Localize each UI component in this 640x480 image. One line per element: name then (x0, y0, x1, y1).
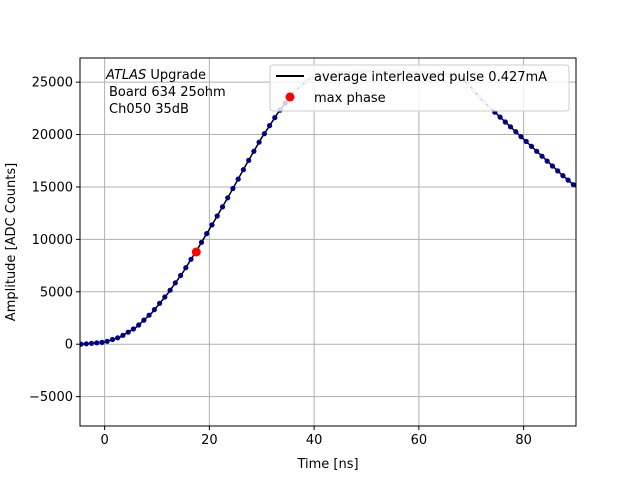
pulse-point (178, 272, 184, 279)
pulse-point (157, 300, 163, 306)
y-tick-label: 5000 (40, 285, 73, 300)
pulse-point (120, 332, 126, 338)
x-tick-label: 0 (100, 433, 108, 448)
pulse-point (99, 339, 105, 345)
pulse-point (219, 204, 226, 210)
pulse-point (109, 336, 116, 343)
pulse-point (230, 185, 236, 192)
pulse-point (151, 307, 157, 313)
legend-entry-pulse: average interleaved pulse 0.427mA (314, 70, 547, 85)
pulse-point (172, 280, 178, 286)
pulse-point (94, 340, 100, 346)
plot-frame (79, 57, 577, 427)
pulse-point (272, 115, 278, 121)
pulse-point (497, 114, 503, 120)
pulse-point (88, 340, 95, 346)
max-phase-point (191, 247, 201, 257)
pulse-point (188, 256, 194, 262)
pulse-point (502, 119, 508, 125)
y-tick-label: −5000 (29, 390, 73, 405)
annotation-line-3: Ch050 35dB (109, 102, 189, 117)
pulse-point (539, 153, 545, 159)
pulse-point (141, 317, 147, 323)
y-tick-label: 0 (65, 338, 73, 353)
pulse-point (261, 131, 267, 137)
pulse-point (256, 139, 262, 145)
annotation-line-1: ATLAS Upgrade (105, 68, 206, 83)
legend-marker-swatch (285, 92, 295, 102)
pulse-point (523, 138, 529, 145)
legend-box (269, 64, 570, 112)
pulse-point (565, 177, 571, 183)
pulse-point (235, 176, 241, 182)
legend: average interleaved pulse 0.427mA max ph… (269, 64, 570, 112)
pulse-point (528, 143, 535, 149)
y-tick-label: 25000 (32, 76, 73, 91)
pulse-point (534, 148, 540, 154)
pulse-point (240, 167, 246, 173)
atlas-italic-label: ATLAS (105, 68, 146, 83)
pulse-point (209, 222, 215, 228)
pulse-point (225, 195, 231, 201)
y-tick-label: 20000 (32, 128, 73, 143)
grid-lines (80, 58, 576, 426)
pulse-point (549, 163, 556, 169)
y-tick-label: 15000 (32, 180, 73, 195)
pulse-point (544, 158, 550, 164)
pulse-point (183, 265, 189, 271)
pulse-point (167, 287, 173, 293)
pulse-point (251, 148, 257, 154)
pulse-point (555, 168, 561, 174)
legend-entry-max-phase: max phase (314, 91, 386, 106)
pulse-point (204, 231, 210, 237)
x-tick-label: 40 (306, 433, 323, 448)
pulse-point (130, 326, 136, 332)
pulse-point (198, 239, 205, 245)
pulse-point (214, 213, 220, 219)
x-tick-label: 20 (201, 433, 218, 448)
y-tick-label: 10000 (32, 233, 73, 248)
pulse-point (162, 294, 168, 300)
upgrade-label: Upgrade (146, 68, 206, 83)
pulse-point (570, 182, 576, 188)
x-axis-label: Time [ns] (296, 457, 358, 472)
pulse-point (267, 123, 273, 129)
x-tick-label: 80 (515, 433, 532, 448)
x-tick-label: 60 (411, 433, 428, 448)
pulse-point (146, 312, 152, 318)
pulse-point (246, 157, 252, 163)
pulse-point (507, 124, 514, 130)
axis-ticks: 0 20 40 60 80 −5000 0 5000 10000 15000 20000 25000 (29, 76, 532, 448)
pulse-point (115, 335, 121, 341)
y-axis-label: Amplitude [ADC Counts] (4, 163, 19, 321)
annotation-line-2: Board 634 25ohm (109, 85, 226, 100)
pulse-point (560, 173, 566, 179)
pulse-point (83, 341, 89, 347)
pulse-point (80, 341, 84, 347)
pulse-point (125, 329, 131, 335)
pulse-point (518, 134, 524, 140)
pulse-point (136, 322, 142, 328)
atlas-annotation: ATLAS Upgrade Board 634 25ohm Ch050 35dB (105, 68, 226, 117)
pulse-point (104, 338, 110, 344)
pulse-point (513, 129, 519, 135)
